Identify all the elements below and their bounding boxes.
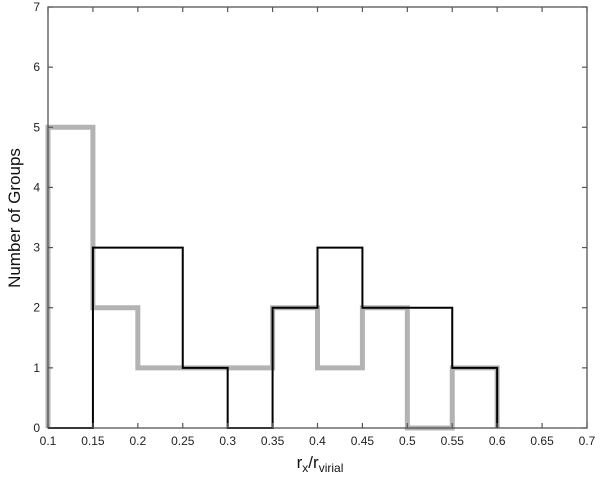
x-tick-label: 0.1 [40, 434, 57, 448]
y-axis: 0 1 2 3 4 5 6 7 [33, 0, 587, 435]
histogram-series-black [48, 246, 499, 429]
x-tick-label: 0.15 [81, 434, 105, 448]
x-tick-label: 0.45 [351, 434, 375, 448]
y-tick-label: 4 [33, 180, 40, 194]
y-tick-label: 0 [33, 421, 40, 435]
x-tick-label: 0.35 [261, 434, 285, 448]
x-tick-label: 0.5 [399, 434, 416, 448]
y-tick-label: 6 [33, 60, 40, 74]
x-axis: 0.1 0.15 0.2 0.25 0.3 0.35 0.4 0.45 0.5 0.55 0.6 0.… [40, 7, 596, 448]
y-tick-label: 7 [33, 0, 40, 14]
y-tick-label: 1 [33, 361, 40, 375]
x-tick-label: 0.55 [441, 434, 465, 448]
x-tick-label: 0.65 [530, 434, 554, 448]
x-tick-label: 0.2 [129, 434, 146, 448]
x-tick-label: 0.6 [489, 434, 506, 448]
y-tick-label: 5 [33, 120, 40, 134]
series-layer [45, 124, 500, 431]
x-axis-title: rx/rvirial [297, 453, 344, 475]
x-tick-label: 0.7 [579, 434, 596, 448]
x-tick-label: 0.25 [171, 434, 195, 448]
y-tick-label: 3 [33, 241, 40, 255]
x-tick-label: 0.3 [219, 434, 236, 448]
x-tick-label: 0.4 [309, 434, 326, 448]
y-axis-title: Number of Groups [5, 148, 24, 288]
y-tick-label: 2 [33, 301, 40, 315]
